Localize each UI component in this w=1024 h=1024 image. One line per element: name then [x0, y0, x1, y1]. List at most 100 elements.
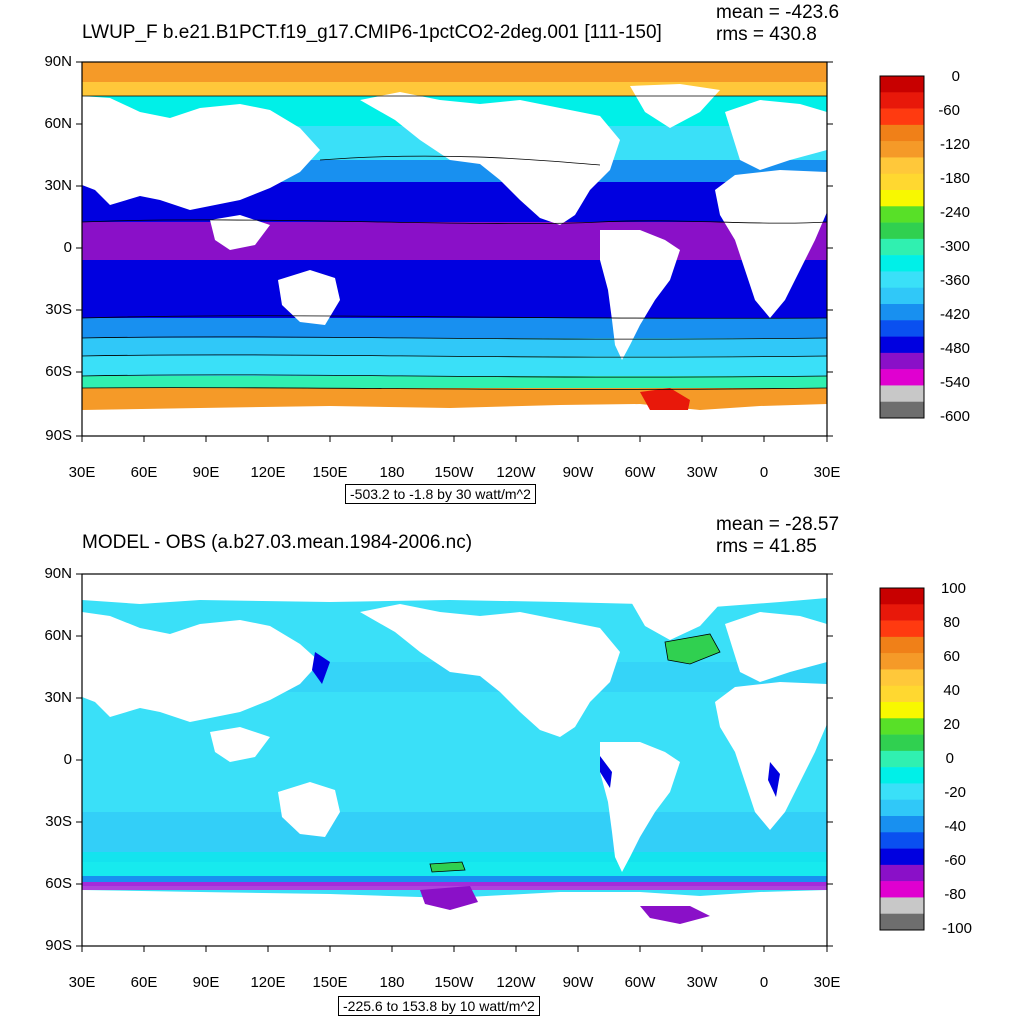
colorbar-label: -60 — [944, 852, 966, 869]
colorbar-swatch — [880, 767, 924, 784]
colorbar-label: 20 — [943, 716, 960, 733]
colorbar-swatch — [880, 913, 924, 931]
colorbar-swatch — [880, 320, 924, 337]
x-tick-label: 0 — [759, 464, 769, 481]
colorbar-swatch — [880, 718, 924, 735]
land-se-asia — [210, 215, 270, 250]
colorbar-label: -60 — [938, 102, 960, 119]
x-tick-label: 90E — [192, 464, 220, 481]
colorbar-swatch — [880, 271, 924, 289]
colorbar-label: -240 — [939, 204, 970, 221]
colorbar-swatch — [880, 669, 924, 687]
colorbar-swatch — [880, 141, 924, 158]
y-tick-label: 90N — [44, 53, 72, 70]
map-field — [82, 62, 827, 436]
colorbar-label: -420 — [939, 306, 970, 323]
antarctic-peninsula-hotspot — [640, 388, 690, 410]
land-africa — [715, 170, 827, 318]
colorbar-swatch — [880, 653, 924, 670]
colorbar-swatch — [880, 750, 924, 768]
colorbar-swatch — [880, 620, 924, 638]
y-tick-label: 0 — [63, 239, 72, 256]
colorbar-swatch — [880, 864, 924, 882]
colorbar-swatch — [880, 222, 924, 240]
x-tick-label: 30E — [68, 974, 96, 991]
land-antarctica — [82, 404, 827, 436]
mean-value: mean = -28.57 — [716, 514, 840, 535]
colorbar-swatch — [880, 108, 924, 126]
land-greenland — [630, 84, 720, 128]
colorbar-swatch — [880, 636, 924, 654]
y-tick-label: 30N — [44, 689, 72, 706]
colorbar-swatch — [880, 832, 924, 849]
colorbar-label: -480 — [939, 340, 970, 357]
colorbar-label: -180 — [939, 170, 970, 187]
colorbar-swatch — [880, 206, 924, 223]
panel-title: MODEL - OBS (a.b27.03.mean.1984-2006.nc) — [82, 532, 473, 553]
x-tick-label: 90W — [562, 974, 594, 991]
colorbar-label: -40 — [944, 818, 966, 835]
colorbar-swatch — [880, 783, 924, 801]
y-tick-label: 30S — [45, 813, 72, 830]
contour-lines — [429, 633, 721, 873]
land-n-america — [360, 92, 620, 225]
panel-lwup-model: LWUP_F b.e21.B1PCT.f19_g17.CMIP6-1pctCO2… — [44, 2, 970, 504]
axis-ticks — [76, 61, 833, 442]
colorbar-label: 60 — [943, 648, 960, 665]
colorbar-swatch — [880, 336, 924, 354]
colorbar-frame — [879, 587, 925, 931]
x-tick-label: 120E — [250, 974, 286, 991]
colorbar-label: -600 — [939, 408, 970, 425]
land-europe — [725, 100, 827, 170]
colorbar-swatch — [880, 190, 924, 207]
land-europe — [725, 612, 827, 682]
colorbar-swatch — [880, 685, 924, 703]
colorbar-label: 0 — [951, 68, 960, 85]
axis-ticks — [76, 573, 833, 952]
colorbar-label: -120 — [939, 136, 970, 153]
colorbar-swatch — [880, 799, 924, 817]
x-tick-label: 150W — [434, 464, 474, 481]
x-tick-label: 150E — [312, 464, 348, 481]
rms-value: rms = 41.85 — [716, 536, 817, 557]
contour-info-box: -225.6 to 153.8 by 10 watt/m^2 — [338, 996, 540, 1016]
colorbar-swatch — [880, 897, 924, 915]
y-tick-label: 0 — [63, 751, 72, 768]
x-tick-label: 60E — [130, 464, 158, 481]
y-tick-label: 30S — [45, 301, 72, 318]
colorbar-swatch — [880, 734, 924, 752]
colorbar-swatch — [880, 604, 924, 621]
colorbar-swatch — [880, 385, 924, 403]
colorbar-swatch — [880, 157, 924, 175]
rms-value: rms = 430.8 — [716, 24, 817, 45]
colorbar-swatch — [880, 401, 924, 419]
land-n-america — [360, 604, 620, 737]
colorbar-swatch — [880, 76, 924, 93]
x-tick-label: 120W — [496, 464, 536, 481]
colorbar-swatch — [880, 816, 924, 833]
x-tick-label: 30W — [686, 974, 718, 991]
x-tick-label: 60W — [624, 464, 656, 481]
y-tick-label: 60S — [45, 363, 72, 380]
colorbar-swatch — [880, 124, 924, 142]
colorbar-swatch — [880, 255, 924, 272]
colorbar-label: -20 — [944, 784, 966, 801]
land-arctic — [82, 574, 827, 608]
mean-value: mean = -423.6 — [716, 2, 840, 23]
land-s-america — [600, 742, 680, 872]
colorbar-swatch — [880, 881, 924, 898]
land-australia — [278, 782, 340, 837]
land-eurasia — [82, 612, 320, 722]
x-tick-label: 90E — [192, 974, 220, 991]
colorbar-label: -100 — [941, 920, 972, 937]
colorbar — [879, 587, 925, 931]
y-tick-label: 60N — [44, 627, 72, 644]
x-tick-label: 120E — [250, 464, 286, 481]
map-plot — [76, 573, 925, 952]
land-antarctica — [82, 890, 827, 946]
x-tick-label: 30W — [686, 464, 718, 481]
y-tick-label: 90S — [45, 937, 72, 954]
colorbar-swatch — [880, 238, 924, 256]
colorbar-label: -80 — [944, 886, 966, 903]
y-tick-label: 60N — [44, 115, 72, 132]
